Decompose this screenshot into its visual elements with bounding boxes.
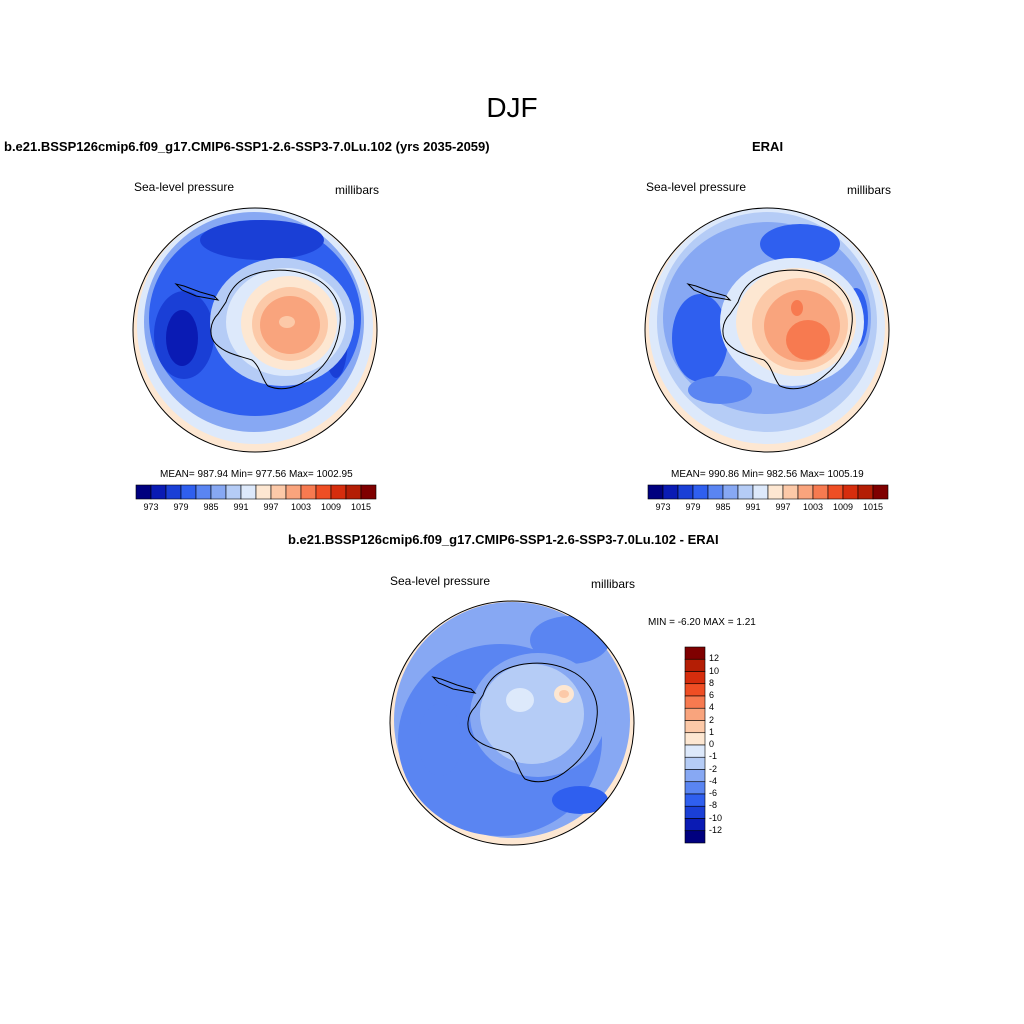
panel3-colorbar-tick-label: -12: [709, 824, 723, 835]
p1-map-border: [132, 207, 378, 453]
panel3-colorbar-tick-label: 0: [709, 739, 715, 749]
panel3-colorbar-box: [684, 707, 706, 721]
panel1-units-label: millibars: [335, 183, 380, 197]
panel3-colorbar-box: [684, 732, 706, 746]
panel2-colorbar-tick-label: 1009: [832, 502, 854, 512]
panel3-colorbar-box: [684, 671, 706, 685]
panel1-colorbar-tick-label: 985: [203, 502, 219, 512]
panel1-stats: MEAN= 987.94 Min= 977.56 Max= 1002.95: [160, 469, 353, 480]
p2-low-north: [760, 224, 840, 264]
p3-cont-pale: [506, 688, 534, 712]
panel3-colorbar-box: [684, 793, 706, 807]
panel1-title: b.e21.BSSP126cmip6.f09_g17.CMIP6-SSP1-2.…: [4, 139, 490, 154]
panel3-colorbar-box: [684, 695, 706, 709]
panel3-colorbar-box: [684, 720, 706, 734]
p1-low-north: [200, 220, 324, 260]
panel3-colorbar-box: [684, 756, 706, 770]
panel2-title: ERAI: [752, 139, 784, 154]
panel1-colorbar-box: [360, 484, 377, 500]
panel1-colorbar-ticks: 973 979 985 991 997 1003 1009 1015: [136, 502, 376, 514]
panel3-colorbar-ticks: 12 10 8 6 4 2 1 0 -1 -2 -4 -6 -8 -10 -12: [709, 647, 739, 843]
p3-map-border: [389, 600, 635, 846]
p2-coastline: [722, 269, 853, 390]
panel3-colorbar-box: [684, 781, 706, 795]
panel3-colorbar-tick-label: 6: [709, 690, 715, 700]
p2-peninsula: [686, 283, 732, 301]
panel2-colorbar-ticks: 973 979 985 991 997 1003 1009 1015: [648, 502, 888, 514]
p3-peninsula: [431, 676, 477, 694]
panel3-field-label: Sea-level pressure: [390, 574, 491, 588]
panel2-colorbar-box: [872, 484, 889, 500]
panel2-colorbar-tick-label: 991: [745, 502, 761, 512]
panel3-colorbar-box: [684, 683, 706, 697]
p3-coastline: [467, 662, 598, 783]
p3-low-west: [418, 704, 462, 776]
panel3-colorbar-tick-label: -8: [709, 800, 718, 811]
panel3-colorbar-tick-label: -4: [709, 775, 718, 786]
panel2-colorbar-tick-label: 973: [655, 502, 671, 512]
panel3-colorbar-tick-label: -6: [709, 788, 718, 798]
panel1-colorbar-tick-label: 979: [173, 502, 189, 512]
panel3-colorbar-tick-label: -1: [709, 751, 718, 762]
panel3-colorbar-box: [684, 744, 706, 758]
panel3-colorbar-tick-label: 8: [709, 677, 715, 688]
p2-map-border: [644, 207, 890, 453]
panel3-units-label: millibars: [591, 577, 636, 591]
panel1-colorbar-tick-label: 1015: [350, 502, 372, 512]
panel2-colorbar-tick-label: 979: [685, 502, 701, 512]
panel3-colorbar-tick-label: 1: [709, 726, 715, 737]
panel2-field-label: Sea-level pressure: [646, 180, 747, 194]
panel3-colorbar-tick-label: 4: [709, 702, 715, 713]
panel3-stats: MIN = -6.20 MAX = 1.21: [648, 617, 756, 628]
panel1-colorbar-tick-label: 991: [233, 502, 249, 512]
panel3-title: b.e21.BSSP126cmip6.f09_g17.CMIP6-SSP1-2.…: [288, 532, 719, 547]
panel1-colorbar-tick-label: 1009: [320, 502, 342, 512]
panel1-colorbar-tick-label: 997: [263, 502, 279, 512]
panel2-colorbar: [647, 484, 889, 500]
panel2-stats: MEAN= 990.86 Min= 982.56 Max= 1005.19: [671, 469, 864, 480]
panel3-colorbar-tick-label: -2: [709, 763, 718, 774]
panel3-colorbar-box: [684, 805, 706, 819]
panel3-colorbar-box: [684, 658, 706, 672]
panel3-colorbar-box: [684, 769, 706, 783]
p1-low-west-core: [166, 310, 198, 366]
p3-low-south: [552, 786, 608, 814]
panel2-colorbar-tick-label: 997: [775, 502, 791, 512]
p2-low-west: [672, 294, 728, 382]
p2-cont-peak: [791, 300, 803, 316]
panel1-field-label: Sea-level pressure: [134, 180, 235, 194]
panel3-colorbar-tick-label: 2: [709, 714, 715, 725]
panel2-units-label: millibars: [847, 183, 892, 197]
panel2-colorbar-tick-label: 1003: [802, 502, 824, 512]
panel1-colorbar-tick-label: 1003: [290, 502, 312, 512]
panel3-colorbar: [684, 646, 706, 844]
panel3-colorbar-box: [684, 646, 706, 660]
p1-cont-center: [279, 316, 295, 328]
main-title: DJF: [486, 92, 538, 123]
p2-low-south: [688, 376, 752, 404]
panel3-colorbar-tick-label: 12: [709, 653, 720, 664]
p1-coastline: [210, 269, 341, 390]
panel1-colorbar: [135, 484, 377, 500]
p1-peninsula: [174, 283, 220, 301]
p2-cont-ring5: [786, 320, 830, 360]
panel2-colorbar-tick-label: 985: [715, 502, 731, 512]
panel3-colorbar-box: [684, 818, 706, 832]
panel3-colorbar-tick-label: -10: [709, 812, 723, 823]
panel1-colorbar-tick-label: 973: [143, 502, 159, 512]
panel3-colorbar-box: [684, 830, 706, 844]
panel3-colorbar-tick-label: 10: [709, 665, 720, 676]
panel2-colorbar-tick-label: 1015: [862, 502, 884, 512]
p3-cont-positive-core: [559, 690, 569, 698]
